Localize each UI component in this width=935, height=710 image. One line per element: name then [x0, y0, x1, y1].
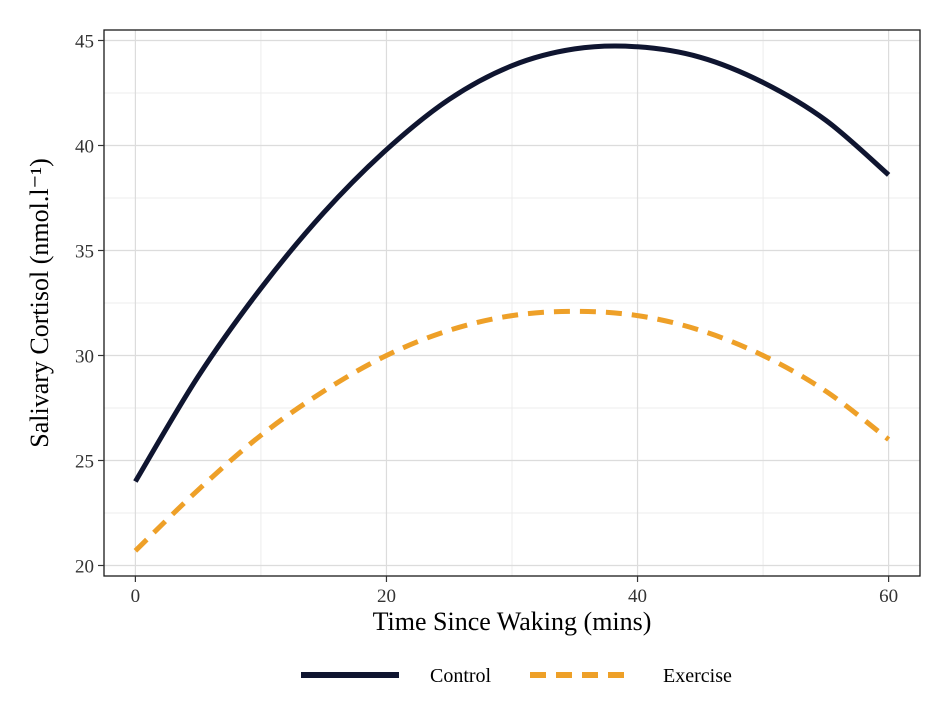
x-tick-label: 20 — [377, 586, 396, 607]
series-line-control — [133, 43, 891, 483]
x-tick-label: 0 — [131, 586, 141, 607]
legend: Control Exercise — [301, 665, 732, 687]
y-tick-label: 20 — [75, 557, 94, 578]
plot-panel-border — [103, 29, 921, 577]
minor-gridlines — [104, 30, 920, 576]
series-line-exercise — [133, 308, 891, 553]
y-tick-label: 40 — [75, 137, 94, 158]
legend-label-control: Control — [430, 665, 492, 687]
y-tick-label: 25 — [75, 452, 94, 473]
x-axis-title: Time Since Waking (mins) — [373, 607, 652, 636]
y-axis-title: Salivary Cortisol (nmol.l⁻¹) — [25, 158, 54, 447]
x-tick-label: 60 — [879, 586, 898, 607]
y-tick-label: 45 — [75, 32, 94, 53]
axis-ticks: 0 20 40 60 20 25 30 35 40 45 — [75, 32, 898, 608]
x-tick-label: 40 — [628, 586, 647, 607]
major-gridlines — [104, 30, 920, 576]
y-tick-label: 30 — [75, 347, 94, 368]
series-lines — [133, 43, 891, 553]
legend-label-exercise: Exercise — [663, 665, 732, 687]
y-tick-label: 35 — [75, 242, 94, 263]
